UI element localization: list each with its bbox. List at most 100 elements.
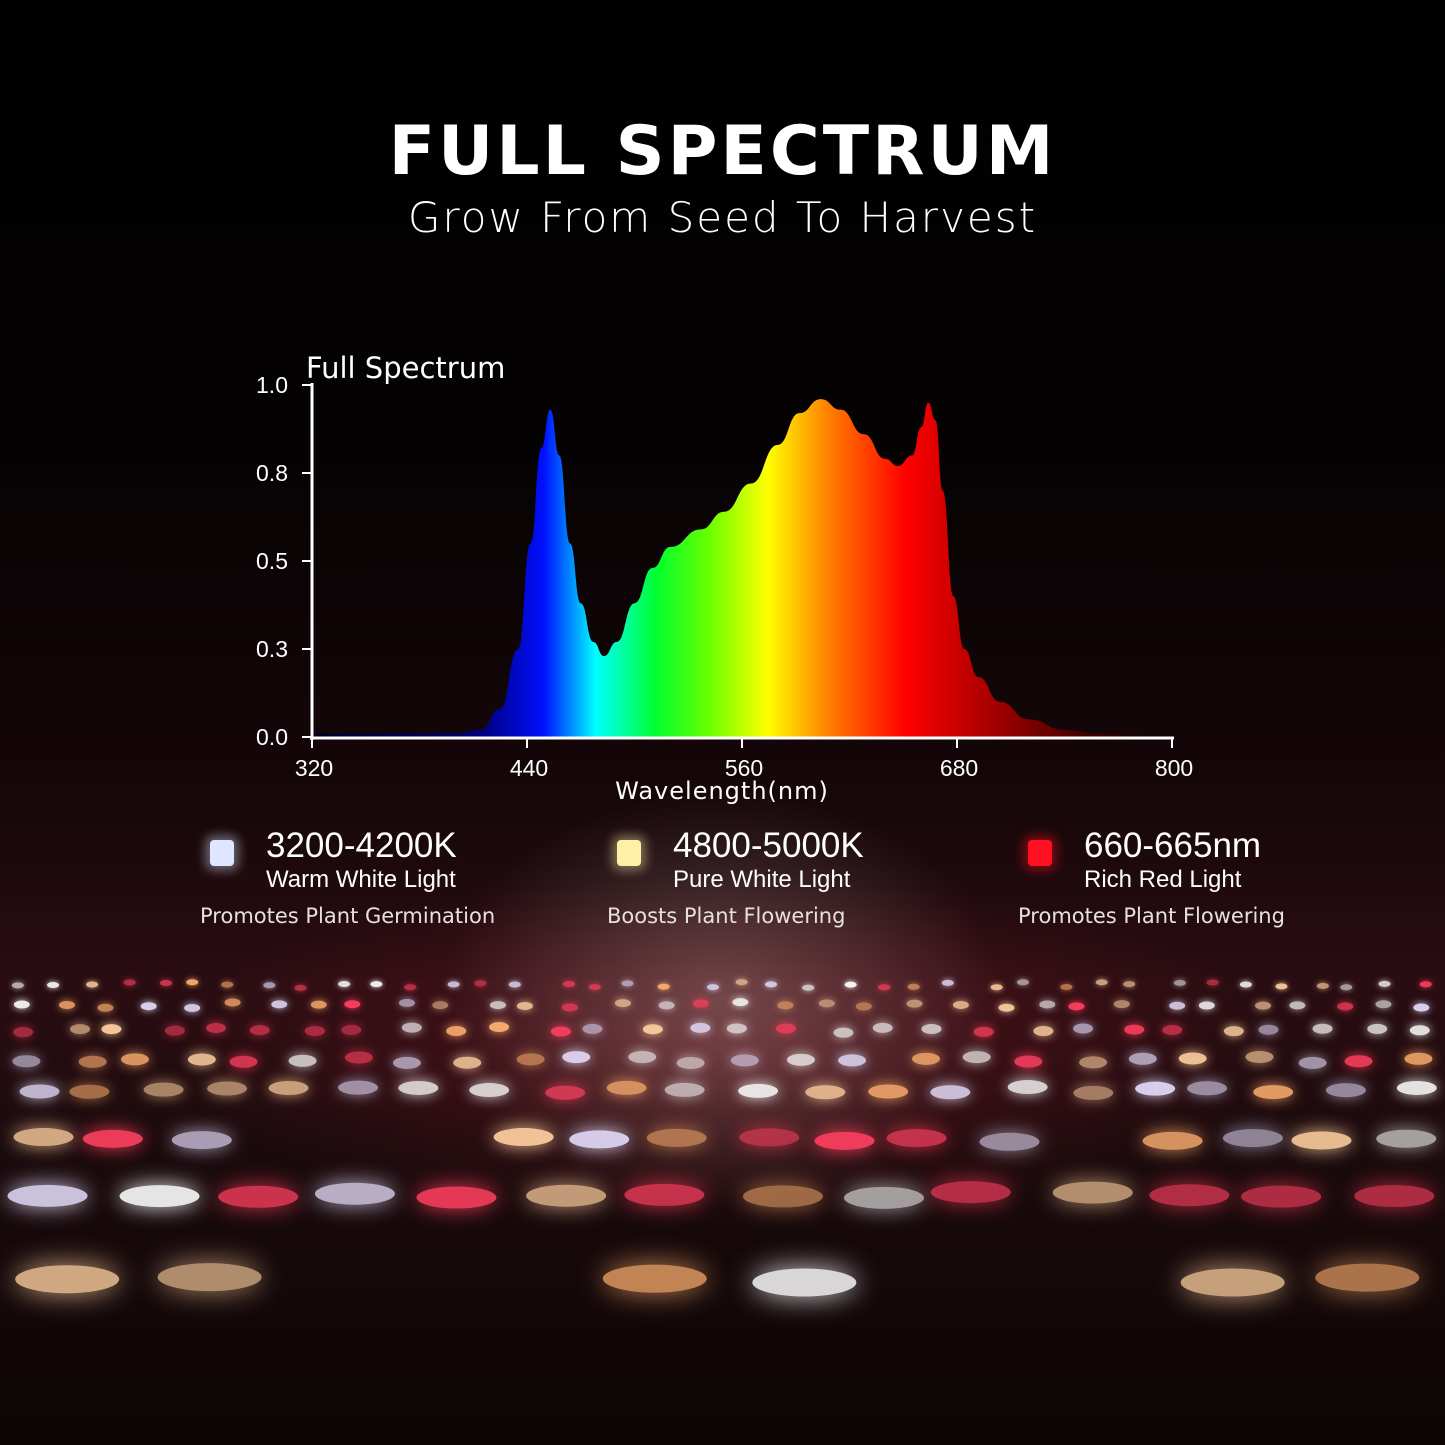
led-light (1404, 1052, 1433, 1065)
led-light (7, 1184, 88, 1207)
legend-range: 3200-4200K (266, 826, 457, 865)
led-light (930, 1181, 1011, 1204)
led-light (12, 1055, 41, 1068)
led-light (562, 1051, 591, 1064)
led-light (843, 1186, 924, 1209)
led-light (184, 1003, 201, 1012)
led-light (1198, 1001, 1215, 1010)
led-light (739, 1128, 800, 1147)
led-light (1173, 979, 1186, 986)
led-light (1113, 1000, 1130, 1009)
led-light (140, 1002, 157, 1011)
led-light (1245, 1051, 1274, 1064)
led-light (1378, 980, 1391, 987)
led-light (157, 1263, 262, 1292)
led-light (469, 1083, 510, 1098)
led-light (602, 1264, 707, 1293)
led-light (516, 1053, 545, 1066)
led-light (1014, 1055, 1043, 1068)
led-light (907, 983, 920, 990)
led-light (1060, 983, 1073, 990)
led-light (872, 1022, 893, 1033)
led-light (86, 981, 99, 988)
legend-desc: Promotes Plant Flowering (1018, 904, 1285, 928)
led-light (1068, 1002, 1085, 1011)
led-chip-icon (617, 840, 641, 866)
legend-name: Rich Red Light (1084, 866, 1242, 893)
led-light (1007, 1080, 1048, 1095)
led-light (1206, 979, 1219, 986)
led-light (218, 1185, 299, 1208)
led-light (474, 980, 487, 987)
led-light (1419, 981, 1432, 988)
led-light (1241, 1185, 1322, 1208)
page-title: FULL SPECTRUM (388, 112, 1057, 191)
led-light (13, 1000, 30, 1009)
led-light (123, 979, 136, 986)
legend-name: Warm White Light (266, 866, 456, 893)
led-light (304, 1025, 325, 1036)
led-light (338, 1080, 379, 1095)
led-light (1142, 1131, 1203, 1150)
led-light (143, 1082, 184, 1097)
led-light (624, 1183, 705, 1206)
legend-range: 660-665nm (1084, 826, 1262, 865)
led-light (1135, 1081, 1176, 1096)
led-light (621, 980, 634, 987)
led-light (990, 984, 1003, 991)
chart-title: Full Spectrum (306, 351, 505, 385)
led-light (341, 1024, 362, 1035)
led-light (224, 998, 241, 1007)
led-light (1312, 1023, 1333, 1034)
led-light (1337, 1002, 1354, 1011)
led-light (1223, 1026, 1244, 1037)
led-light (187, 1053, 216, 1066)
led-light (120, 1053, 149, 1066)
led-light (1073, 1085, 1114, 1100)
led-light (82, 1129, 143, 1148)
led-light (310, 1000, 327, 1009)
y-tick-label: 0.3 (256, 636, 288, 662)
led-light (1095, 979, 1108, 986)
led-light (516, 1001, 533, 1010)
led-light (268, 1081, 309, 1096)
led-light (941, 979, 954, 986)
led-light (1375, 1000, 1392, 1009)
led-light (838, 1054, 867, 1067)
led-light (47, 982, 60, 989)
led-light (1409, 1025, 1430, 1036)
led-light (526, 1184, 607, 1207)
led-light (844, 981, 857, 988)
led-light (370, 981, 383, 988)
led-light (563, 980, 576, 987)
led-light (119, 1185, 200, 1208)
led-light (962, 1051, 991, 1064)
led-light (973, 1026, 994, 1037)
page-subtitle: Grow From Seed To Harvest (407, 193, 1038, 242)
led-light (921, 1023, 942, 1034)
led-light (930, 1085, 971, 1100)
led-light (221, 981, 234, 988)
y-tick-label: 0.5 (256, 548, 288, 574)
led-light (628, 1051, 657, 1064)
legend-name: Pure White Light (673, 866, 851, 893)
led-light (1325, 1083, 1366, 1098)
led-light (432, 1001, 449, 1010)
led-light (738, 1083, 779, 1098)
led-light (805, 1085, 846, 1100)
led-light (398, 1080, 439, 1095)
led-light (818, 999, 835, 1008)
led-light (489, 1001, 506, 1010)
y-tick-label: 0.0 (256, 724, 288, 750)
led-light (1315, 1263, 1420, 1292)
led-light (1413, 1003, 1430, 1012)
led-light (569, 1130, 630, 1149)
led-light (1289, 1001, 1306, 1010)
led-light (97, 1003, 114, 1012)
led-light (658, 1001, 675, 1010)
led-light (1079, 1056, 1108, 1069)
led-light (692, 999, 709, 1008)
led-chip-icon (210, 840, 234, 866)
led-light (979, 1132, 1040, 1151)
y-tick-label: 0.8 (256, 460, 288, 486)
